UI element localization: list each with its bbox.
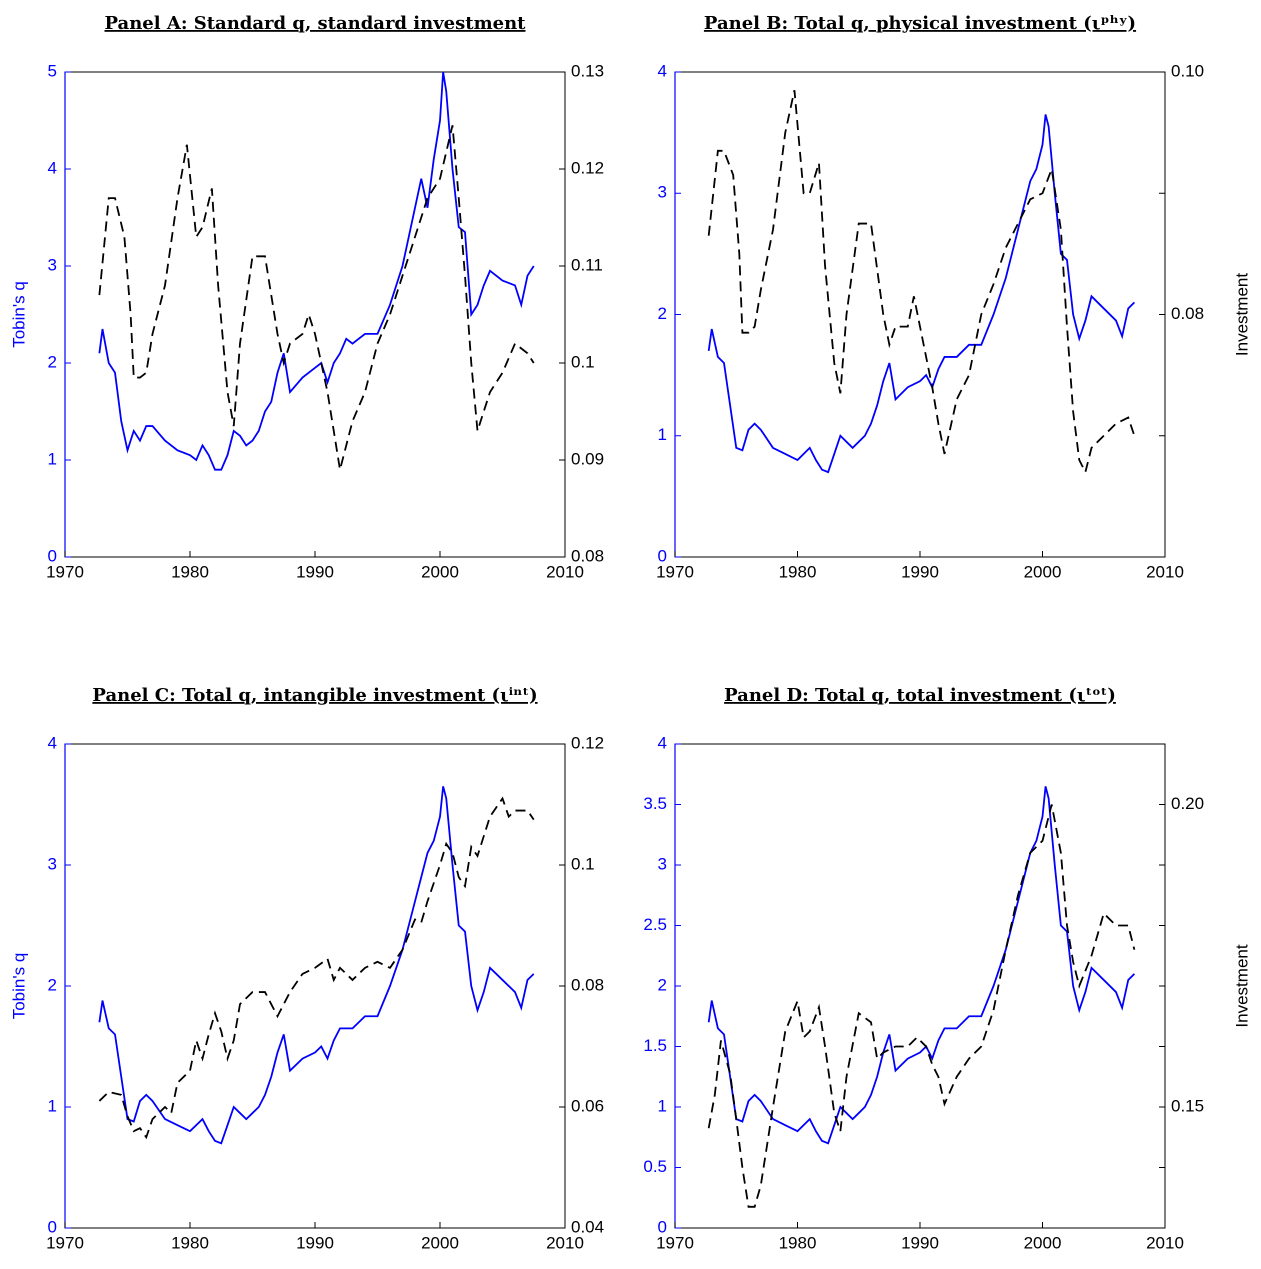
x-tick-label: 1980 <box>779 1233 817 1252</box>
y-tick-label: 2 <box>48 975 57 994</box>
x-tick-label: 1970 <box>656 1233 694 1252</box>
y-tick-label: 5 <box>48 61 57 80</box>
y2-axis-title: Investment <box>1232 944 1251 1027</box>
y-tick-label: 4 <box>48 158 57 177</box>
y-tick-label: 4 <box>48 733 57 752</box>
x-tick-label: 1980 <box>171 562 209 581</box>
y-tick-label: 3 <box>48 854 57 873</box>
investment-line <box>707 804 1136 1208</box>
x-tick-label: 1980 <box>171 1233 209 1252</box>
y-tick-label: 2.5 <box>643 915 667 934</box>
y2-tick-label: 0.11 <box>571 255 603 274</box>
x-tick-label: 1970 <box>656 562 694 581</box>
y-tick-label: 0 <box>658 546 667 565</box>
panel-title: Panel B: Total q, physical investment (ι… <box>704 13 1136 34</box>
plot-frame <box>674 743 1166 1229</box>
plot-frame <box>674 71 1166 558</box>
y2-tick-label: 0.15 <box>1171 1096 1204 1115</box>
x-tick-label: 1990 <box>296 562 334 581</box>
y-tick-label: 0 <box>48 546 57 565</box>
q-line <box>98 71 535 471</box>
y2-tick-label: 0.09 <box>571 449 604 468</box>
x-tick-label: 1970 <box>46 1233 84 1252</box>
y-tick-label: 2 <box>658 304 667 323</box>
y-axis-title: Tobin's q <box>9 953 28 1020</box>
y-tick-label: 2 <box>48 352 57 371</box>
plot-frame <box>64 743 566 1229</box>
x-tick-label: 1980 <box>779 562 817 581</box>
panel-title: Panel C: Total q, intangible investment … <box>92 685 537 706</box>
x-tick-label: 2000 <box>1024 562 1062 581</box>
y-tick-label: 4 <box>658 61 667 80</box>
y-tick-label: 3 <box>658 854 667 873</box>
y2-tick-label: 0.13 <box>571 61 604 80</box>
investment-line <box>98 796 535 1140</box>
y-tick-label: 0.5 <box>643 1157 667 1176</box>
x-tick-label: 2010 <box>1146 562 1184 581</box>
y-tick-label: 0 <box>658 1217 667 1236</box>
x-tick-label: 2010 <box>546 562 584 581</box>
y-tick-label: 2 <box>658 975 667 994</box>
y-tick-label: 1 <box>658 425 667 444</box>
y2-tick-label: 0.04 <box>571 1217 604 1236</box>
investment-line <box>707 89 1136 475</box>
y2-tick-label: 0.06 <box>571 1096 604 1115</box>
panel-title: Panel D: Total q, total investment (ιᵗᵒᵗ… <box>724 685 1116 706</box>
y-tick-label: 1 <box>658 1096 667 1115</box>
q-line <box>707 114 1136 474</box>
y2-tick-label: 0.08 <box>1171 304 1204 323</box>
y2-tick-label: 0.12 <box>571 158 604 177</box>
y-tick-label: 3.5 <box>643 794 667 813</box>
x-tick-label: 1990 <box>296 1233 334 1252</box>
y-tick-label: 0 <box>48 1217 57 1236</box>
x-tick-label: 2010 <box>1146 1233 1184 1252</box>
x-tick-label: 2000 <box>421 1233 459 1252</box>
y2-axis-title: Investment <box>1232 273 1251 356</box>
x-tick-label: 2000 <box>421 562 459 581</box>
x-tick-label: 2000 <box>1024 1233 1062 1252</box>
x-tick-label: 2010 <box>546 1233 584 1252</box>
y-axis-title: Tobin's q <box>9 281 28 348</box>
q-line <box>707 786 1136 1145</box>
x-tick-label: 1970 <box>46 562 84 581</box>
y2-tick-label: 0.10 <box>1171 61 1204 80</box>
y-tick-label: 1.5 <box>643 1036 667 1055</box>
investment-line <box>98 125 535 470</box>
y2-tick-label: 0.1 <box>571 854 595 873</box>
y-tick-label: 3 <box>658 183 667 202</box>
q-line <box>98 786 535 1145</box>
y2-tick-label: 0.08 <box>571 975 604 994</box>
x-tick-label: 1990 <box>901 562 939 581</box>
y2-tick-label: 0.12 <box>571 733 604 752</box>
panel-title: Panel A: Standard q, standard investment <box>105 13 527 34</box>
y2-tick-label: 0.1 <box>571 352 595 371</box>
plot-frame <box>64 71 566 558</box>
y2-tick-label: 0.20 <box>1171 794 1204 813</box>
y2-tick-label: 0.08 <box>571 546 604 565</box>
y-tick-label: 3 <box>48 255 57 274</box>
y-tick-label: 1 <box>48 449 57 468</box>
y-tick-label: 1 <box>48 1096 57 1115</box>
x-tick-label: 1990 <box>901 1233 939 1252</box>
y-tick-label: 4 <box>658 733 667 752</box>
